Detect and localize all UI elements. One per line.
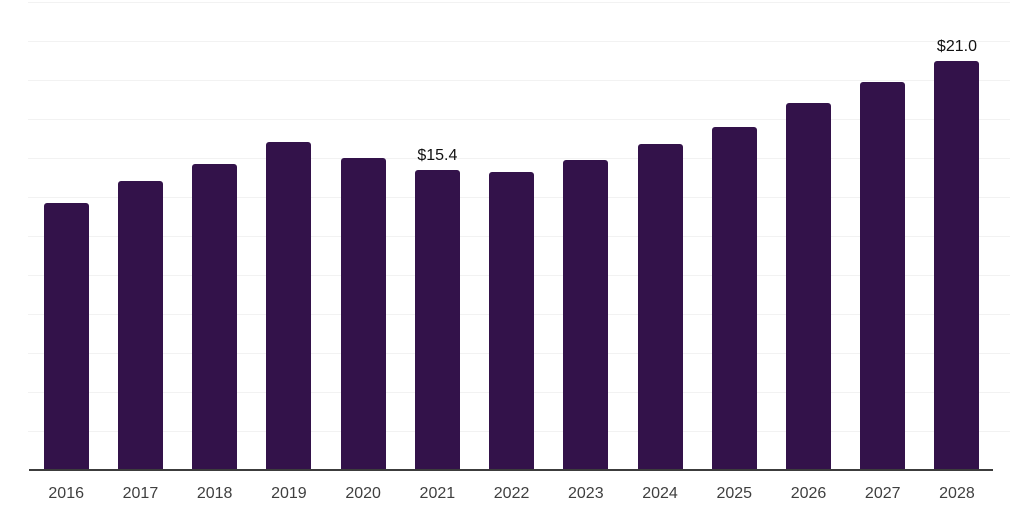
x-tick-label-2018: 2018	[196, 485, 233, 502]
x-tick-label-2020: 2020	[345, 485, 381, 502]
x-tick-label-2026: 2026	[790, 485, 827, 502]
bar-2023	[563, 159, 609, 470]
gridline	[28, 80, 1010, 81]
x-tick-label-2025: 2025	[716, 485, 753, 502]
gridline	[28, 41, 1010, 42]
x-tick-label-2024: 2024	[642, 485, 678, 502]
bar-2025	[711, 126, 757, 470]
bar-2017	[117, 181, 163, 470]
x-tick-label-2023: 2023	[568, 485, 604, 502]
bar-2019	[266, 142, 312, 470]
bar-2021	[414, 169, 460, 470]
bar-2028	[934, 60, 980, 470]
bar-2018	[192, 163, 238, 470]
bar-2020	[340, 158, 386, 470]
x-tick-label-2017: 2017	[122, 485, 159, 502]
bar-2027	[860, 81, 906, 470]
gridline	[28, 2, 1010, 3]
x-tick-label-2019: 2019	[271, 485, 307, 502]
x-axis-line	[29, 469, 993, 471]
bar-2026	[786, 103, 831, 470]
x-tick-label-2022: 2022	[493, 485, 530, 502]
bar-2024	[637, 144, 683, 470]
x-tick-label-2021: 2021	[419, 485, 456, 502]
bar-value-label-2021: $15.4	[417, 146, 458, 164]
bar-2022	[489, 171, 535, 470]
x-tick-label-2027: 2027	[864, 485, 901, 502]
bar-2016	[43, 202, 89, 470]
x-tick-label-2016: 2016	[48, 485, 84, 502]
bar-value-label-2028: $21.0	[936, 37, 977, 55]
x-tick-label-2028: 2028	[939, 485, 975, 502]
